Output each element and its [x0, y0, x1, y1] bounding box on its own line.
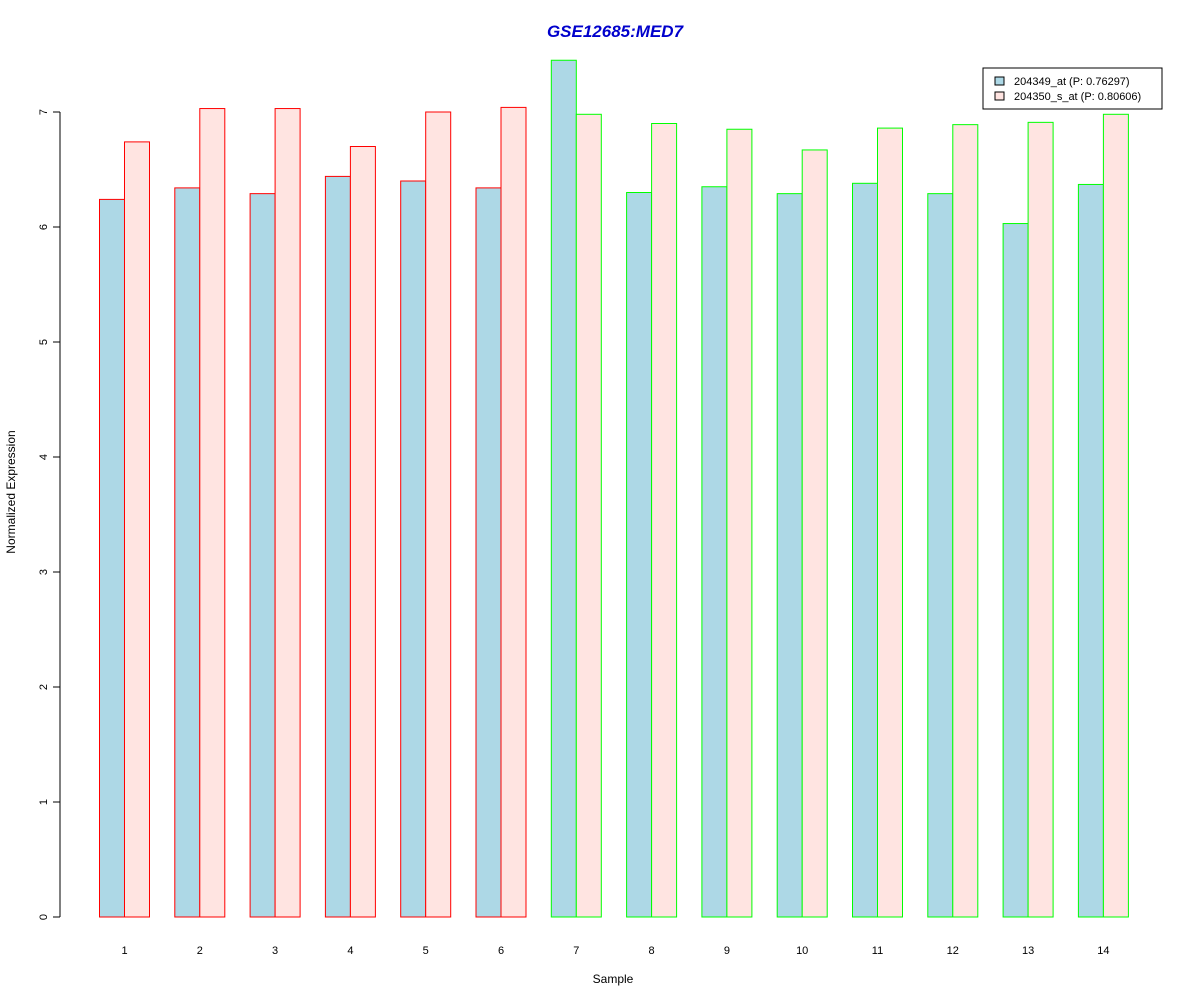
bar-series-2-sample-9: [726, 128, 753, 918]
y-tick-label: 3: [38, 569, 50, 575]
x-tick-label: 7: [573, 945, 579, 957]
x-tick-label: 4: [347, 945, 353, 957]
chart-title: GSE12685:MED7: [547, 22, 685, 41]
bar-series-2-sample-10: [801, 149, 828, 918]
legend-box: [982, 67, 1163, 110]
y-tick-label: 4: [38, 454, 50, 460]
bar-series-2-sample-6: [500, 106, 527, 918]
x-tick-label: 14: [1097, 945, 1109, 957]
bar-series-1-sample-5: [400, 180, 427, 918]
legend-label-series-1: 204349_at (P: 0.76297): [1014, 76, 1130, 88]
legend-swatch-series-2: [994, 91, 1005, 101]
x-tick-label: 2: [197, 945, 203, 957]
x-axis: 1 2 3 4 5 6 7 8 9 10 11 12 13 14: [121, 945, 1109, 957]
bar-series-1-sample-8: [626, 192, 653, 918]
bar-series-2-sample-5: [425, 111, 452, 918]
bar-series-2-sample-12: [952, 124, 979, 918]
bar-series-1-sample-14: [1077, 183, 1104, 918]
bar-series-2-sample-3: [274, 108, 301, 918]
bar-series-2-sample-4: [349, 146, 376, 918]
x-axis-label: Sample: [593, 972, 634, 986]
bar-series-2-sample-8: [651, 123, 678, 918]
bar-series-1-sample-2: [174, 187, 201, 918]
x-tick-label: 5: [423, 945, 429, 957]
legend: 204349_at (P: 0.76297) 204350_s_at (P: 0…: [982, 67, 1163, 110]
y-axis-label: Normalized Expression: [4, 430, 18, 553]
legend-swatch-series-1: [994, 76, 1005, 86]
bar-series-2-sample-14: [1102, 113, 1129, 918]
y-tick-label: 7: [38, 109, 50, 115]
legend-label-series-2: 204350_s_at (P: 0.80606): [1014, 91, 1141, 103]
x-tick-label: 10: [796, 945, 808, 957]
bar-series-1-sample-12: [927, 193, 954, 918]
bar-series-2-sample-11: [877, 127, 903, 918]
y-tick-label: 1: [38, 799, 50, 805]
bar-series-1-sample-1: [99, 198, 125, 918]
bar-series-1-sample-11: [852, 182, 878, 918]
bar-series-1-sample-3: [249, 193, 276, 918]
bar-series-2-sample-7: [575, 113, 602, 918]
x-tick-label: 3: [272, 945, 278, 957]
x-tick-label: 11: [872, 945, 883, 957]
bar-series-1-sample-7: [550, 59, 577, 918]
x-tick-label: 13: [1022, 945, 1034, 957]
x-tick-label: 6: [498, 945, 504, 957]
x-tick-label: 8: [649, 945, 655, 957]
y-tick-label: 6: [38, 224, 50, 230]
bars: [99, 59, 1129, 918]
bar-series-2-sample-13: [1027, 121, 1054, 918]
bar-series-2-sample-2: [199, 108, 226, 918]
bar-series-1-sample-10: [776, 193, 803, 918]
bar-series-1-sample-4: [324, 175, 351, 918]
y-tick-label: 0: [38, 914, 50, 920]
y-axis: 0 1 2 3 4 5 6 7: [38, 109, 61, 920]
x-tick-label: 12: [947, 945, 959, 957]
bar-series-1-sample-9: [701, 186, 728, 918]
x-tick-label: 9: [724, 945, 730, 957]
bar-series-1-sample-6: [475, 187, 502, 918]
y-tick-label: 2: [38, 684, 50, 690]
bar-series-1-sample-13: [1002, 223, 1029, 918]
x-tick-label: 1: [121, 945, 127, 957]
y-tick-label: 5: [38, 339, 50, 345]
bar-series-2-sample-1: [124, 141, 150, 918]
